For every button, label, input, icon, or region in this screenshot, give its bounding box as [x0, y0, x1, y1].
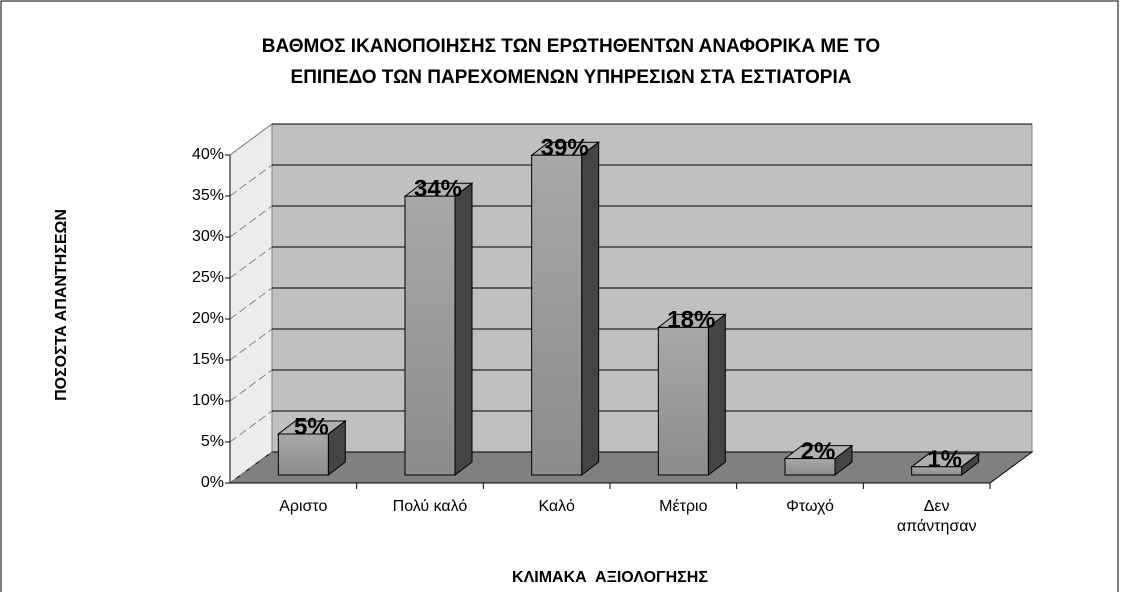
y-tick-label: 40% [192, 146, 224, 163]
x-tick-label: Δεν απάντησαν [896, 498, 977, 535]
y-tick-label: 35% [192, 187, 224, 204]
x-axis-title: ΚΛΙΜΑΚΑ ΑΞΙΟΛΟΓΗΣΗΣ [512, 569, 708, 586]
bar-side [454, 182, 473, 477]
chart-title: ΕΠΙΠΕΔΟ ΤΩΝ ΠΑΡΕΧΟΜΕΝΩΝ ΥΠΗΡΕΣΙΩΝ ΣΤΑ ΕΣ… [291, 67, 852, 88]
bar-side [707, 313, 726, 477]
value-label: 18% [667, 307, 715, 334]
grid-line [229, 205, 273, 238]
y-tick-label: 5% [201, 433, 224, 450]
y-tick-label: 15% [192, 351, 224, 368]
bar [911, 466, 963, 476]
y-tick-label: 20% [192, 310, 224, 327]
grid-line [229, 123, 273, 156]
x-tick-label: Φτωχό [786, 498, 834, 515]
grid-line [229, 246, 273, 279]
value-label: 2% [801, 438, 836, 465]
grid-line [229, 410, 273, 443]
grid-line [229, 369, 273, 402]
bar [657, 326, 709, 476]
value-label: 34% [414, 176, 462, 203]
y-tick-label: 0% [201, 474, 224, 491]
y-axis-title: ΠΟΣΟΣΤΑ ΑΠΑΝΤΗΣΕΩΝ [53, 209, 70, 401]
y-tick-label: 25% [192, 269, 224, 286]
grid-line [229, 164, 273, 197]
chart-title: ΒΑΘΜΟΣ ΙΚΑΝΟΠΟΙΗΣΗΣ ΤΩΝ ΕΡΩΤΗΘΕΝΤΩΝ ΑΝΑΦ… [262, 36, 880, 57]
y-tick-label: 10% [192, 392, 224, 409]
bar [784, 458, 836, 476]
x-tick-label: Καλό [538, 498, 575, 515]
grid-line [229, 287, 273, 320]
grid-line [229, 451, 273, 484]
bar [404, 195, 456, 476]
bar [531, 154, 583, 476]
x-tick-label: Μέτριο [659, 498, 708, 515]
bar-side [581, 141, 600, 477]
value-label: 39% [541, 135, 589, 162]
y-tick-label: 30% [192, 228, 224, 245]
value-label: 5% [294, 413, 329, 440]
x-tick-label: Αριστο [279, 498, 328, 515]
value-label: 1% [927, 446, 962, 473]
grid-line [229, 328, 273, 361]
bar [277, 433, 329, 476]
x-tick-label: Πολύ καλό [392, 498, 468, 515]
